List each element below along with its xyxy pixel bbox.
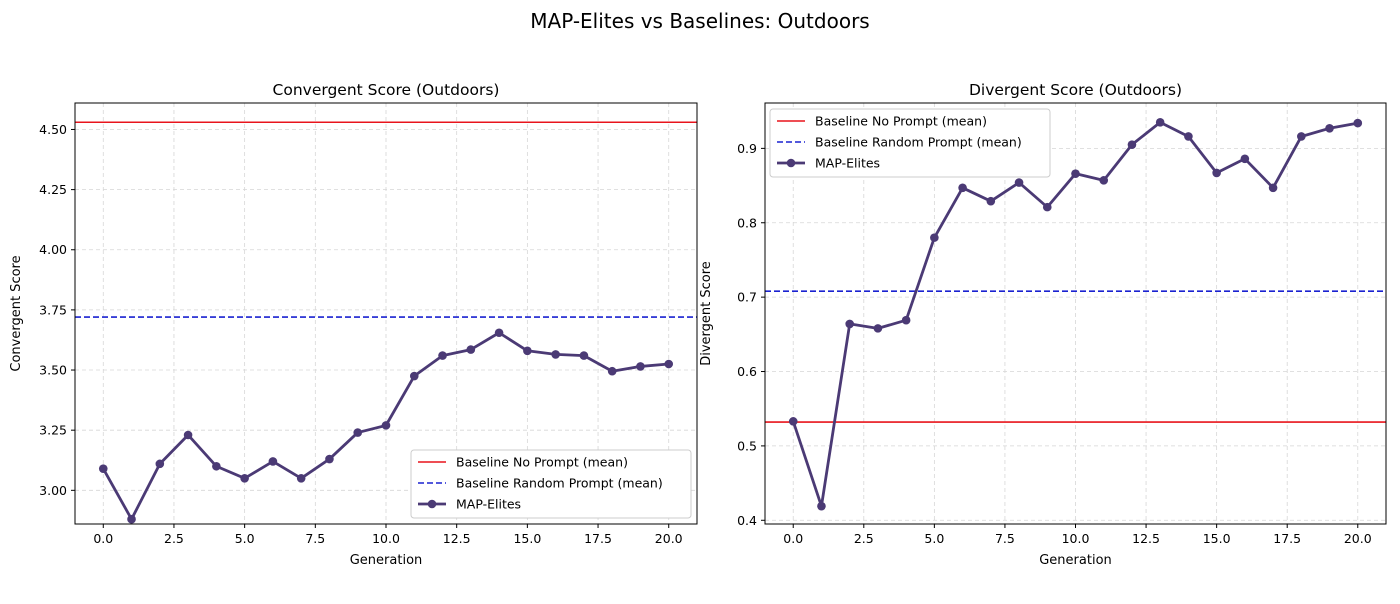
convergent-map-elites-point <box>268 457 278 466</box>
divergent-x-tick-label: 5.0 <box>924 531 944 546</box>
convergent-map-elites-point <box>664 359 674 369</box>
convergent-legend: Baseline No Prompt (mean) Baseline Random… <box>410 449 692 519</box>
convergent-map-elites-point <box>98 464 108 473</box>
convergent-map-elites-point <box>296 473 306 483</box>
divergent-y-tick-label: 0.4 <box>737 513 757 528</box>
divergent-x-tick-label: 12.5 <box>1132 531 1160 546</box>
divergent-map-elites-point <box>1268 183 1278 193</box>
convergent-map-elites-point <box>240 473 249 483</box>
divergent-legend-baseline-random-prompt-label: Baseline Random Prompt (mean) <box>815 135 1022 150</box>
convergent-map-elites-point <box>212 461 221 471</box>
convergent-map-elites-point <box>466 345 476 354</box>
convergent-map-elites-point <box>127 514 136 524</box>
convergent-y-tick-label: 3.25 <box>39 423 67 438</box>
convergent-y-tick-label: 4.00 <box>39 242 67 257</box>
convergent-x-tick-label: 17.5 <box>584 531 612 546</box>
divergent-map-elites-point <box>873 324 883 333</box>
divergent-legend-baseline-no-prompt-label: Baseline No Prompt (mean) <box>815 114 987 129</box>
divergent-map-elites-point <box>986 196 996 206</box>
divergent-map-elites-point <box>1212 168 1221 178</box>
divergent-y-tick-label: 0.7 <box>737 290 757 305</box>
convergent-map-elites-point <box>155 459 165 469</box>
divergent-map-elites-point <box>1325 123 1334 133</box>
convergent-map-elites-point <box>494 328 504 338</box>
divergent-y-tick-label: 0.6 <box>737 364 757 379</box>
divergent-x-tick-label: 2.5 <box>854 531 874 546</box>
convergent-legend-baseline-no-prompt-label: Baseline No Prompt (mean) <box>456 455 628 470</box>
convergent-map-elites-point <box>183 430 193 440</box>
convergent-map-elites-point <box>579 351 589 360</box>
convergent-map-elites-point <box>438 351 447 360</box>
divergent-map-elites-point <box>901 315 911 325</box>
divergent-map-elites-point <box>845 319 854 329</box>
divergent-map-elites-point <box>930 233 939 242</box>
convergent-legend-baseline-random-prompt-label: Baseline Random Prompt (mean) <box>456 476 663 491</box>
divergent-map-elites-point <box>1042 202 1052 212</box>
divergent-legend-map-elites-marker <box>786 158 796 168</box>
convergent-map-elites-point <box>607 366 617 376</box>
convergent-map-elites-point <box>353 428 363 437</box>
divergent-map-elites-point <box>1240 154 1250 164</box>
divergent-x-tick-label: 0.0 <box>783 531 803 546</box>
divergent-map-elites-point <box>1099 176 1109 185</box>
convergent-score-chart: 0.0 2.5 5.0 7.5 10.0 12.5 15.0 17.5 20.0 3.00 3.25… <box>9 81 698 568</box>
divergent-x-tick-label: 10.0 <box>1062 531 1090 546</box>
convergent-x-tick-label: 7.5 <box>305 531 325 546</box>
divergent-x-tick-label: 15.0 <box>1203 531 1231 546</box>
convergent-chart-title: Convergent Score (Outdoors) <box>273 81 500 99</box>
convergent-series-group <box>75 121 697 524</box>
convergent-map-elites-point <box>409 371 419 381</box>
divergent-legend-box <box>769 108 1051 178</box>
convergent-legend-map-elites-marker <box>427 499 437 509</box>
divergent-y-axis-label: Divergent Score <box>699 261 714 366</box>
convergent-x-tick-label: 0.0 <box>93 531 113 546</box>
convergent-map-elites-point <box>381 421 391 430</box>
convergent-x-tick-label: 15.0 <box>513 531 541 546</box>
convergent-legend-box <box>410 449 692 519</box>
divergent-y-tick-label: 0.9 <box>737 141 757 156</box>
divergent-map-elites-point <box>1155 118 1165 127</box>
divergent-score-chart: 0.0 2.5 5.0 7.5 10.0 12.5 15.0 17.5 20.0 0.4 0.5 0.… <box>699 81 1387 568</box>
divergent-map-elites-point <box>1014 178 1024 187</box>
divergent-map-elites-point <box>1297 132 1306 141</box>
divergent-x-tick-label: 20.0 <box>1344 531 1372 546</box>
convergent-x-tick-label: 20.0 <box>655 531 683 546</box>
divergent-map-elites-point <box>817 501 826 511</box>
divergent-x-tick-label: 7.5 <box>995 531 1015 546</box>
divergent-x-axis-label: Generation <box>1039 553 1112 568</box>
convergent-map-elites-point <box>523 346 532 356</box>
convergent-y-axis-label: Convergent Score <box>9 255 24 371</box>
figure-suptitle: MAP-Elites vs Baselines: Outdoors <box>530 9 869 33</box>
divergent-series-group <box>765 118 1386 511</box>
convergent-x-tick-label: 12.5 <box>443 531 471 546</box>
convergent-y-tick-label: 3.50 <box>39 363 67 378</box>
divergent-map-elites-point <box>788 417 798 426</box>
convergent-y-tick-label: 4.50 <box>39 122 67 137</box>
convergent-y-tick-label: 3.75 <box>39 302 67 317</box>
divergent-x-tick-label: 17.5 <box>1273 531 1301 546</box>
divergent-legend: Baseline No Prompt (mean) Baseline Random… <box>769 108 1051 178</box>
convergent-x-axis-label: Generation <box>350 553 423 568</box>
divergent-map-elites-point <box>1071 169 1080 178</box>
convergent-y-tick-label: 4.25 <box>39 182 67 197</box>
convergent-x-tick-label: 5.0 <box>235 531 255 546</box>
convergent-legend-map-elites-label: MAP-Elites <box>456 497 521 512</box>
divergent-y-tick-label: 0.5 <box>737 438 757 453</box>
convergent-map-elites-point <box>636 362 645 371</box>
convergent-map-elites-point <box>551 350 560 359</box>
divergent-map-elites-point <box>1353 118 1363 128</box>
divergent-legend-map-elites-label: MAP-Elites <box>815 156 880 171</box>
divergent-map-elites-point <box>958 183 967 193</box>
convergent-y-tick-label: 3.00 <box>39 483 67 498</box>
divergent-map-elites-point <box>1184 132 1193 141</box>
convergent-x-tick-label: 2.5 <box>164 531 184 546</box>
divergent-chart-title: Divergent Score (Outdoors) <box>969 81 1182 99</box>
divergent-y-tick-label: 0.8 <box>737 215 757 230</box>
convergent-map-elites-point <box>325 454 334 464</box>
convergent-x-tick-label: 10.0 <box>372 531 400 546</box>
divergent-map-elites-point <box>1127 140 1137 149</box>
